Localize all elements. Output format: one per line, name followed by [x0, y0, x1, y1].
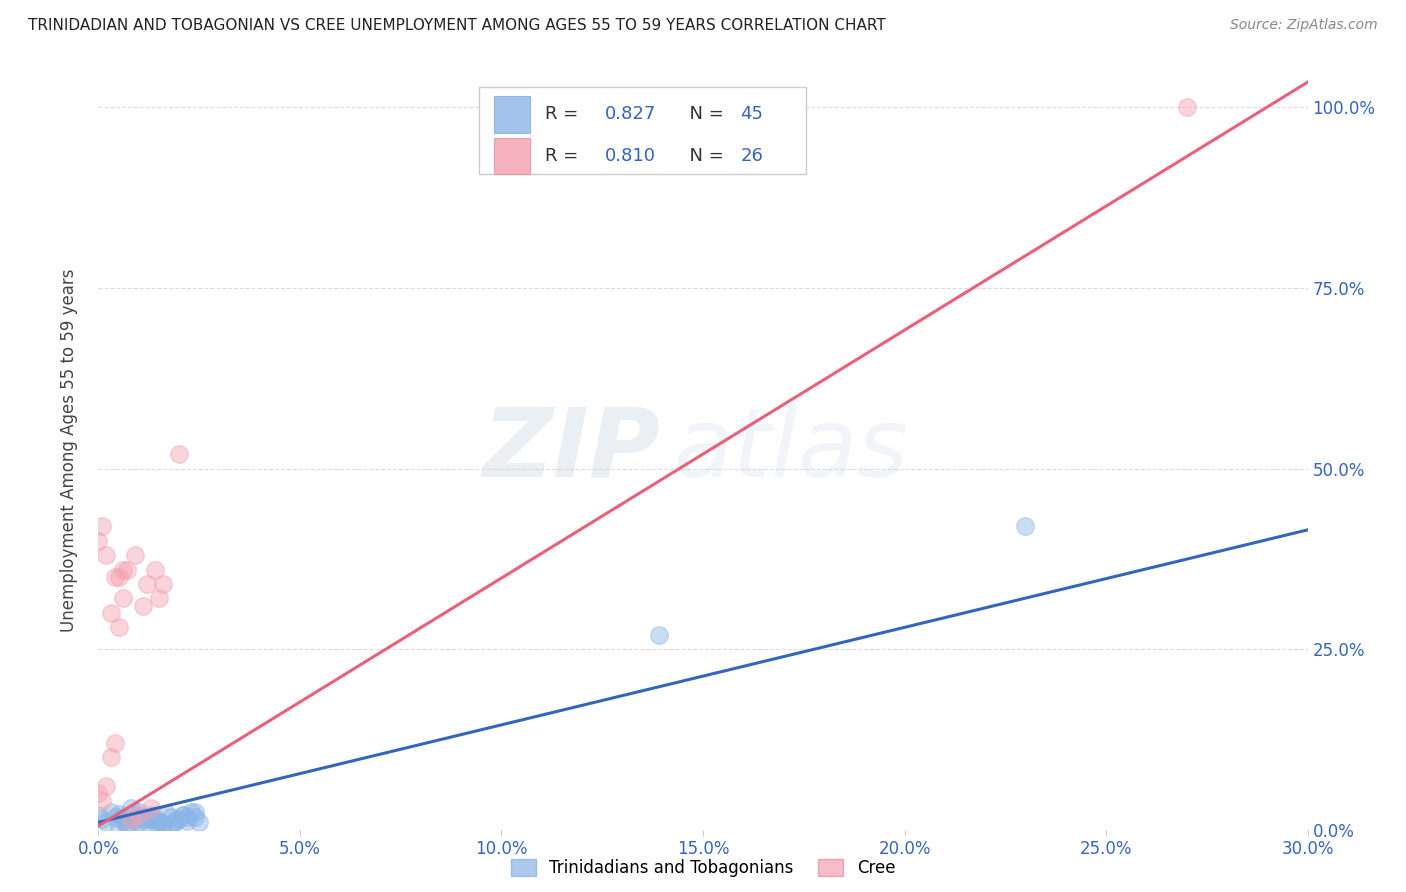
Point: [172, 808, 194, 822]
Point: [87, 787, 110, 801]
Point: [103, 736, 125, 750]
Point: [115, 819, 138, 833]
Point: [87, 533, 110, 548]
Text: 45: 45: [741, 105, 763, 123]
Point: [139, 808, 162, 822]
Point: [107, 620, 129, 634]
Legend: Trinidadians and Tobagonians, Cree: Trinidadians and Tobagonians, Cree: [505, 852, 901, 884]
Point: [120, 801, 142, 815]
Point: [100, 750, 122, 764]
Point: [124, 812, 146, 826]
Point: [647, 627, 669, 641]
Point: [139, 801, 162, 815]
Point: [111, 814, 134, 828]
Point: [167, 447, 190, 461]
Point: [176, 809, 198, 823]
Point: [188, 815, 211, 830]
Point: [96, 779, 118, 793]
Point: [91, 794, 114, 808]
Point: [1014, 519, 1036, 533]
Point: [184, 805, 207, 819]
Point: [107, 806, 129, 821]
Point: [160, 809, 183, 823]
Point: [111, 809, 134, 823]
Bar: [494, 96, 530, 133]
Point: [132, 812, 155, 826]
Point: [135, 577, 157, 591]
Point: [176, 814, 198, 828]
Point: [107, 819, 129, 833]
Text: ZIP: ZIP: [482, 404, 661, 497]
Point: [143, 563, 166, 577]
Text: Source: ZipAtlas.com: Source: ZipAtlas.com: [1230, 18, 1378, 32]
Text: TRINIDADIAN AND TOBAGONIAN VS CREE UNEMPLOYMENT AMONG AGES 55 TO 59 YEARS CORREL: TRINIDADIAN AND TOBAGONIAN VS CREE UNEMP…: [28, 18, 886, 33]
Point: [91, 519, 114, 533]
Text: R =: R =: [544, 147, 583, 165]
Point: [111, 563, 134, 577]
Point: [100, 805, 122, 819]
Point: [128, 805, 150, 819]
Text: atlas: atlas: [672, 404, 908, 497]
Point: [180, 805, 202, 819]
Point: [132, 809, 155, 823]
Point: [103, 809, 125, 823]
Point: [148, 814, 170, 828]
Point: [103, 570, 125, 584]
Point: [132, 599, 155, 613]
Point: [139, 812, 162, 826]
Point: [152, 577, 174, 591]
Bar: [494, 138, 530, 175]
Point: [128, 808, 150, 822]
Point: [135, 815, 157, 830]
Point: [100, 606, 122, 620]
Text: 26: 26: [741, 147, 763, 165]
Point: [135, 812, 157, 826]
Point: [1175, 100, 1198, 114]
Point: [152, 817, 174, 831]
Point: [120, 806, 142, 821]
Point: [120, 812, 142, 826]
Point: [124, 548, 146, 562]
Point: [167, 812, 190, 826]
Text: N =: N =: [678, 147, 730, 165]
Point: [152, 817, 174, 831]
Point: [128, 815, 150, 830]
Point: [172, 808, 194, 822]
Point: [184, 809, 207, 823]
Bar: [479, 87, 806, 174]
Point: [143, 815, 166, 830]
Point: [91, 812, 114, 826]
Point: [115, 563, 138, 577]
Point: [87, 808, 110, 822]
Text: 0.810: 0.810: [605, 147, 657, 165]
Point: [124, 814, 146, 828]
Point: [115, 817, 138, 831]
Point: [148, 815, 170, 830]
Point: [143, 812, 166, 826]
Point: [96, 815, 118, 830]
Text: R =: R =: [544, 105, 583, 123]
Point: [163, 815, 186, 830]
Point: [160, 817, 183, 831]
Point: [156, 806, 179, 821]
Text: 0.827: 0.827: [605, 105, 657, 123]
Point: [148, 591, 170, 606]
Point: [163, 814, 186, 828]
Point: [96, 548, 118, 562]
Point: [111, 591, 134, 606]
Y-axis label: Unemployment Among Ages 55 to 59 years: Unemployment Among Ages 55 to 59 years: [59, 268, 77, 632]
Text: N =: N =: [678, 105, 730, 123]
Point: [107, 570, 129, 584]
